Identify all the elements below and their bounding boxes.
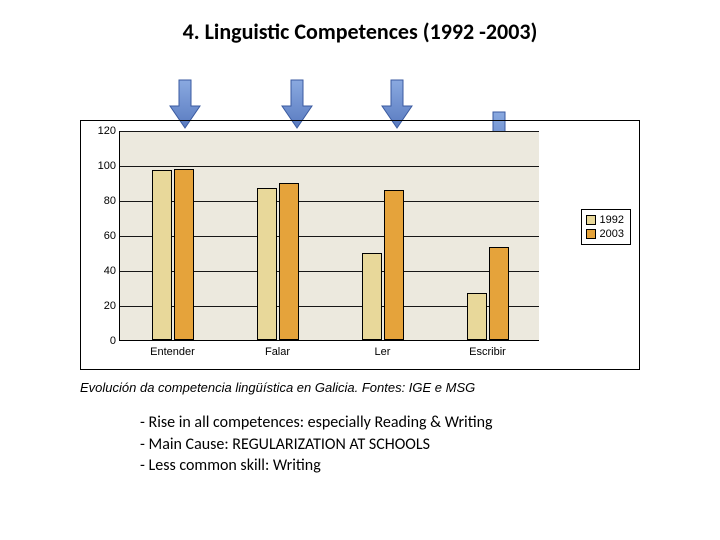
bullet-line: - Less common skill: Writing [140,455,493,477]
x-category-label: Escribir [469,346,506,358]
slide-title: 4. Linguistic Competences (1992 -2003) [0,18,720,45]
legend: 19922003 [581,209,631,245]
bar-1992-ler [362,253,382,341]
x-category-label: Ler [375,346,391,358]
bar-2003-ler [384,190,404,341]
bar-2003-entender [174,169,194,341]
legend-swatch [586,215,596,225]
legend-item-1992: 1992 [586,213,624,227]
y-tick-label: 20 [86,300,120,312]
bullets: - Rise in all competences: especially Re… [140,412,493,477]
bar-1992-escribir [467,293,487,340]
bar-2003-falar [279,183,299,341]
legend-swatch [586,229,596,239]
x-category-label: Entender [150,346,195,358]
chart-caption: Evolución da competencia lingüística en … [80,380,640,395]
plot-area: 020406080100120EntenderFalarLerEscribir [119,131,539,341]
y-tick-label: 80 [86,195,120,207]
bullet-line: - Rise in all competences: especially Re… [140,412,493,434]
legend-item-2003: 2003 [586,227,624,241]
y-tick-label: 100 [86,160,120,172]
bar-2003-escribir [489,247,509,340]
y-tick-label: 0 [86,335,120,347]
legend-label: 1992 [600,213,624,227]
y-tick-label: 40 [86,265,120,277]
gridline [120,166,539,167]
bar-1992-falar [257,188,277,340]
y-tick-label: 120 [86,125,120,137]
chart-container: 020406080100120EntenderFalarLerEscribir … [80,120,640,370]
plot-area-wrap: 020406080100120EntenderFalarLerEscribir [119,131,539,341]
y-tick-label: 60 [86,230,120,242]
gridline [120,131,539,132]
bullet-line: - Main Cause: REGULARIZATION AT SCHOOLS [140,434,493,456]
legend-label: 2003 [600,227,624,241]
x-category-label: Falar [265,346,290,358]
bar-1992-entender [152,170,172,340]
